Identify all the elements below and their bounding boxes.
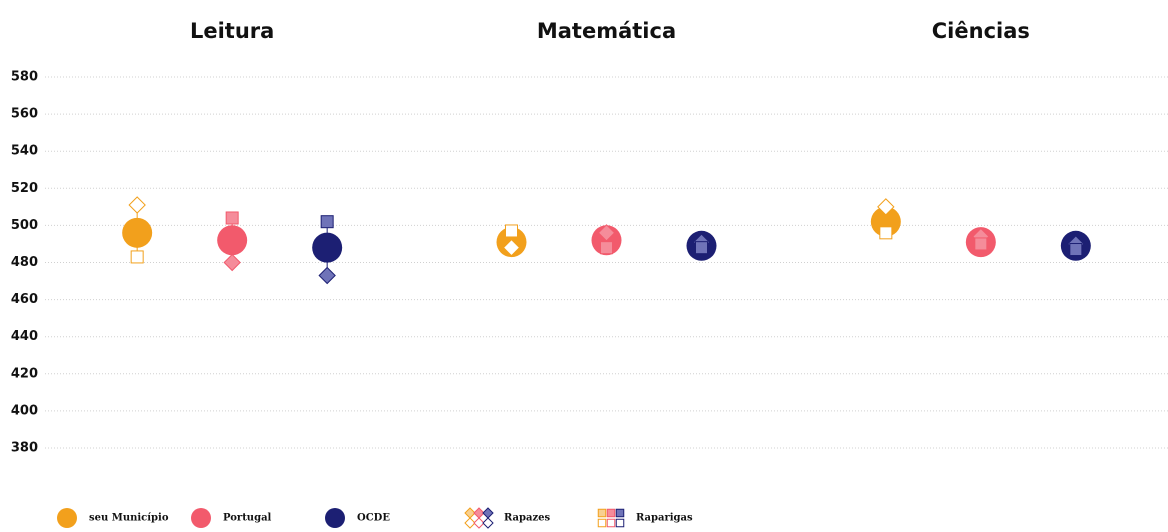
square-marker [1069, 243, 1083, 257]
y-tick-label: 520 [11, 181, 38, 196]
square-marker [597, 508, 607, 518]
y-tick-label: 580 [11, 70, 38, 85]
square-marker [974, 237, 988, 251]
square-marker [130, 250, 144, 264]
square-marker [320, 215, 334, 229]
square-marker [597, 518, 607, 528]
y-tick-label: 380 [11, 441, 38, 456]
mean-dot [870, 206, 901, 237]
diamond-marker [464, 517, 476, 529]
diamond-marker [473, 517, 485, 529]
square-marker [879, 226, 893, 240]
panel-title: Leitura [190, 19, 274, 43]
legend-dot [191, 508, 211, 528]
legend-label: Raparigas [636, 513, 693, 524]
legend-label: OCDE [357, 513, 390, 524]
y-tick-label: 500 [11, 218, 38, 233]
legend-label: Rapazes [504, 513, 551, 524]
diamond-marker [482, 517, 494, 529]
y-tick-label: 480 [11, 255, 38, 270]
square-marker [606, 508, 616, 518]
panel-title: Ciências [932, 19, 1030, 43]
diamond-marker [482, 507, 494, 519]
square-marker [606, 518, 616, 528]
y-tick-label: 400 [11, 403, 38, 418]
y-tick-label: 560 [11, 107, 38, 122]
y-tick-label: 440 [11, 329, 38, 344]
square-marker [600, 241, 613, 255]
mean-dot [217, 225, 248, 256]
mean-dot [312, 232, 343, 263]
mean-dot [122, 217, 153, 248]
legend-dot [325, 508, 345, 528]
diamond-marker [223, 253, 241, 272]
square-marker [225, 211, 239, 225]
diamond-marker [502, 238, 521, 257]
y-tick-label: 420 [11, 366, 38, 381]
panel-title: Matemática [537, 19, 676, 43]
diamond-marker [877, 198, 895, 216]
diamond-marker [128, 196, 146, 214]
legend-label: Portugal [223, 513, 272, 524]
diamond-marker [597, 224, 616, 242]
square-marker [615, 518, 625, 528]
y-tick-label: 460 [11, 292, 38, 307]
square-marker [695, 241, 708, 255]
y-tick-label: 540 [11, 144, 38, 159]
square-marker [505, 224, 518, 238]
legend-label: seu Município [89, 513, 169, 524]
square-marker [615, 508, 625, 518]
diamond-marker [318, 266, 336, 285]
legend-dot [57, 508, 77, 528]
